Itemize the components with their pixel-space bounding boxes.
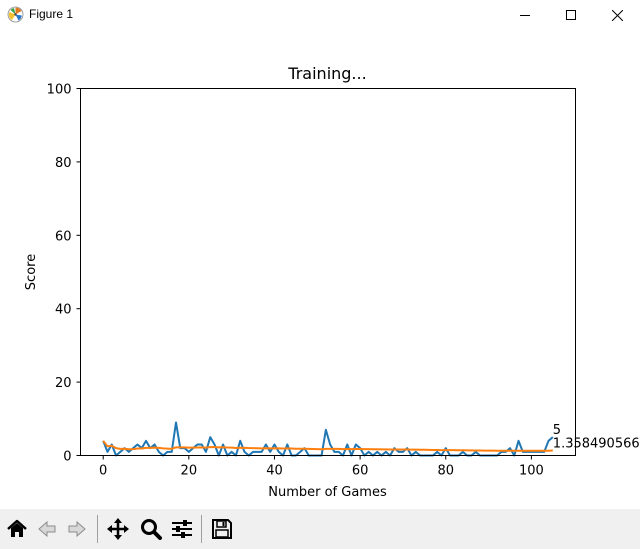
chart-title: Training... bbox=[287, 64, 366, 83]
minimize-icon bbox=[520, 15, 530, 16]
sliders-icon bbox=[172, 520, 192, 538]
navigation-toolbar bbox=[0, 509, 640, 549]
y-tick-label: 80 bbox=[55, 156, 72, 171]
x-tick-label: 0 bbox=[99, 464, 107, 479]
home-button[interactable] bbox=[3, 515, 31, 543]
window-title: Figure 1 bbox=[29, 7, 74, 21]
y-tick-label: 0 bbox=[63, 450, 71, 465]
toolbar-separator bbox=[97, 515, 98, 543]
y-tick-label: 40 bbox=[55, 303, 72, 318]
y-tick-label: 20 bbox=[55, 376, 72, 391]
matplotlib-icon bbox=[7, 6, 24, 23]
close-icon bbox=[611, 9, 623, 21]
forward-button[interactable] bbox=[63, 515, 91, 543]
last-mean-annotation: 1.358490566 bbox=[553, 437, 640, 452]
close-button[interactable] bbox=[594, 0, 640, 30]
x-tick-label: 80 bbox=[437, 464, 454, 479]
x-tick-label: 100 bbox=[519, 464, 544, 479]
pan-button[interactable] bbox=[104, 515, 132, 543]
x-tick-label: 20 bbox=[181, 464, 198, 479]
x-axis-label: Number of Games bbox=[268, 485, 387, 500]
plot-area bbox=[80, 88, 576, 456]
arrow-left-icon bbox=[38, 520, 56, 538]
axis-ticks: 0 20 40 60 80 100 0 20 40 60 80 100 bbox=[47, 83, 544, 479]
window-title-bar[interactable]: Figure 1 bbox=[0, 0, 640, 30]
magnifier-icon bbox=[141, 519, 162, 540]
floppy-disk-icon bbox=[212, 519, 232, 539]
save-button[interactable] bbox=[208, 515, 236, 543]
subplots-button[interactable] bbox=[168, 515, 196, 543]
maximize-button[interactable] bbox=[548, 0, 594, 30]
y-tick-label: 100 bbox=[47, 83, 72, 98]
home-icon bbox=[7, 519, 27, 537]
zoom-button[interactable] bbox=[137, 515, 165, 543]
back-button[interactable] bbox=[33, 515, 61, 543]
y-tick-label: 60 bbox=[55, 229, 72, 244]
move-icon bbox=[107, 518, 129, 540]
x-tick-label: 60 bbox=[352, 464, 369, 479]
mean-scores-series-line bbox=[102, 440, 553, 452]
arrow-right-icon bbox=[68, 520, 86, 538]
scores-series-line bbox=[102, 421, 554, 457]
minimize-button[interactable] bbox=[502, 0, 548, 30]
maximize-icon bbox=[566, 10, 576, 20]
toolbar-separator bbox=[201, 515, 202, 543]
last-score-annotation: 5 bbox=[553, 423, 561, 438]
figure-canvas[interactable]: Training... 0 20 40 60 80 100 0 20 40 60 80 100 Num… bbox=[0, 30, 640, 509]
y-axis-label: Score bbox=[24, 254, 39, 290]
annotations: 51.358490566 bbox=[553, 423, 640, 451]
x-tick-label: 40 bbox=[266, 464, 283, 479]
line-chart: Training... 0 20 40 60 80 100 0 20 40 60 80 100 Num… bbox=[24, 64, 640, 500]
